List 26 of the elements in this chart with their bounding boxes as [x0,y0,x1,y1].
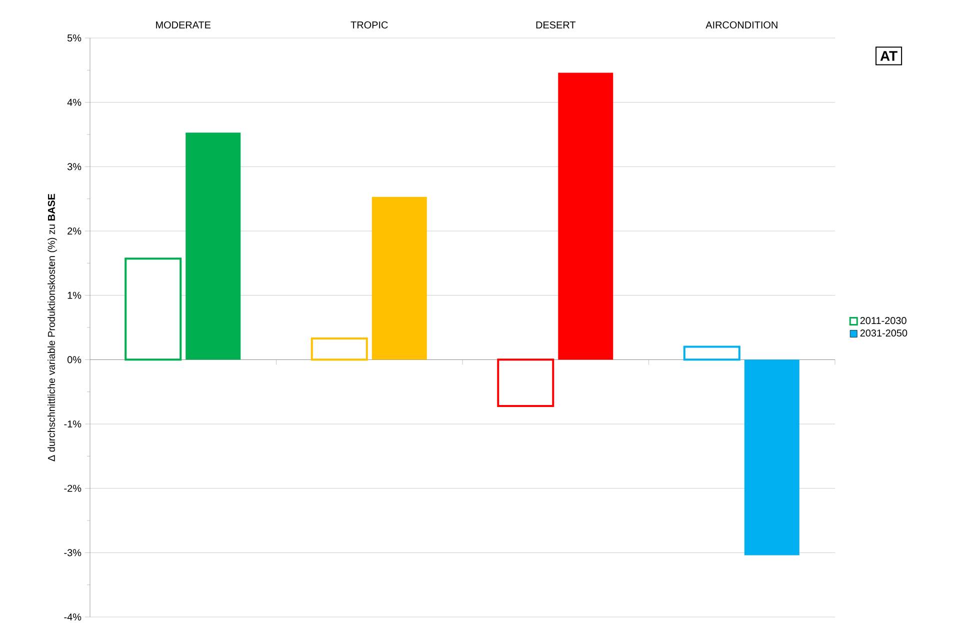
bar [558,72,614,360]
bar [683,346,740,361]
y-tick-label: -4% [64,614,82,620]
x-tick-label: DESERT [536,21,576,28]
y-tick-label: 5% [67,34,82,42]
bar [186,132,241,360]
text: AT [880,51,898,61]
y-tick-label: 0% [67,356,82,364]
bar [124,258,182,361]
x-tick-label: TROPIC [350,21,388,28]
y-tick-label: 1% [68,292,82,299]
bar [372,196,427,360]
legend-label: 2011-2030 [860,317,906,324]
x-tick-label: AIRCONDITION [706,21,778,28]
x-tick-label: MODERATE [156,21,211,28]
y-tick-label: 2% [68,227,82,235]
y-tick-label: -1% [64,420,82,428]
bar [310,337,368,361]
legend-label: 2031-2050 [860,329,908,337]
y-tick-label: 4% [67,98,82,106]
y-axis-title: Δ durchschnittliche variable Produktionskosten (%) zu BASE [48,194,57,462]
y-tick-label: -2% [64,484,82,492]
bar [497,358,554,407]
y-tick-label: -3% [64,549,82,556]
y-tick-label: 3% [67,163,82,170]
bar [744,360,800,556]
